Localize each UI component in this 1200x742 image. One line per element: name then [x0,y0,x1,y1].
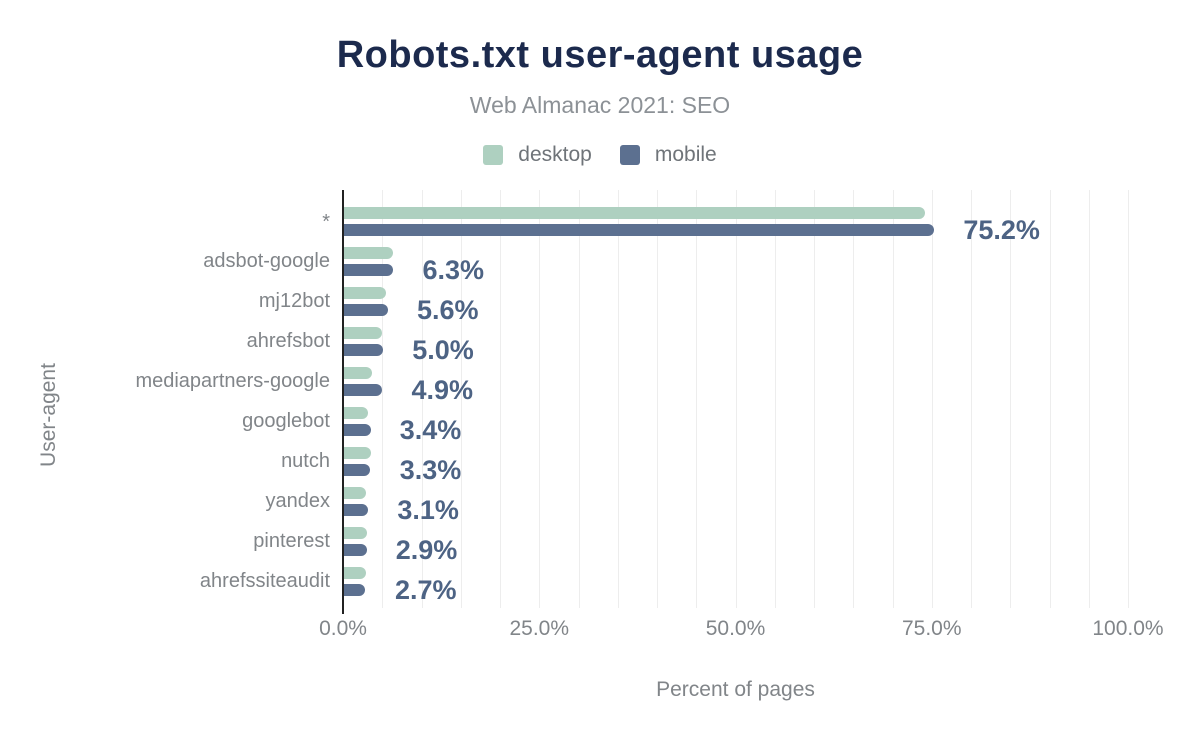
category-label: mj12bot [258,290,330,313]
y-axis-title: User-agent [37,363,60,467]
x-tick-label: 75.0% [901,617,962,640]
grid-line [382,190,384,608]
grid-line [696,190,698,608]
x-tick-label: 50.0% [705,617,766,640]
grid-line [931,190,933,608]
y-axis-line [342,190,344,614]
category-label: ahrefsbot [246,330,330,353]
value-label: 3.1% [397,494,459,525]
category-label: ahrefssiteaudit [199,570,330,593]
desktop-bar[interactable] [344,286,387,299]
desktop-bar[interactable] [344,566,366,579]
grid-line [1049,190,1051,608]
grid-line [1010,190,1012,608]
desktop-bar[interactable] [344,366,373,379]
grid-line [460,190,462,608]
desktop-bar[interactable] [344,526,367,539]
x-tick-label: 100.0% [1092,617,1164,640]
value-label: 5.6% [416,294,479,325]
category-label: * [322,210,330,233]
grid-line [500,190,501,608]
value-label: 3.3% [399,454,462,485]
category-label: googlebot [242,410,330,433]
desktop-bar[interactable] [344,207,925,219]
desktop-bar[interactable] [344,406,369,419]
grid-line [421,190,423,608]
legend-item-mobile[interactable]: mobile [619,143,717,167]
value-label: 2.7% [394,574,457,605]
grid-line [617,190,619,608]
legend-label: mobile [654,143,717,166]
mobile-bar[interactable] [344,224,935,236]
mobile-bar[interactable] [344,343,384,356]
value-label: 5.0% [412,334,474,365]
value-label: 6.3% [422,254,484,285]
category-label: yandex [265,490,331,513]
category-label: mediapartners-google [135,370,330,393]
value-label: 75.2% [963,215,1040,245]
mobile-bar[interactable] [344,423,371,436]
mobile-swatch-icon [619,145,640,165]
category-label: adsbot-google [203,250,330,273]
category-label: pinterest [253,530,330,553]
grid-line [735,190,737,608]
grid-line [1088,190,1090,608]
grid-line [657,190,658,608]
mobile-bar[interactable] [344,303,388,316]
grid-line [853,190,855,608]
desktop-bar[interactable] [344,446,371,459]
chart-title: Robots.txt user-agent usage [336,34,864,76]
legend-item-desktop[interactable]: desktop [483,143,592,167]
x-tick-label: 0.0% [319,617,367,640]
desktop-bar[interactable] [344,246,393,259]
x-tick-label: 25.0% [509,617,570,640]
chart-legend: desktop mobile [0,143,1200,167]
value-label: 4.9% [411,374,473,405]
grid-line [892,190,894,608]
desktop-bar[interactable] [344,326,383,339]
grid-line [1128,190,1129,608]
value-label: 3.4% [399,414,462,445]
grid-line [539,190,541,608]
grid-line [578,190,580,608]
category-label: nutch [281,450,330,473]
grid-line [814,190,815,608]
x-axis-title: Percent of pages [656,678,815,701]
mobile-bar[interactable] [344,383,383,396]
grid-line [971,190,972,608]
mobile-bar[interactable] [344,463,370,476]
legend-label: desktop [518,143,592,166]
chart-subtitle: Web Almanac 2021: SEO [469,92,731,118]
desktop-bar[interactable] [344,486,366,499]
mobile-bar[interactable] [344,503,369,516]
mobile-bar[interactable] [344,543,367,556]
mobile-bar[interactable] [344,583,366,596]
value-label: 2.9% [395,534,458,565]
desktop-swatch-icon [483,145,504,165]
mobile-bar[interactable] [344,263,394,276]
grid-line [774,190,776,608]
